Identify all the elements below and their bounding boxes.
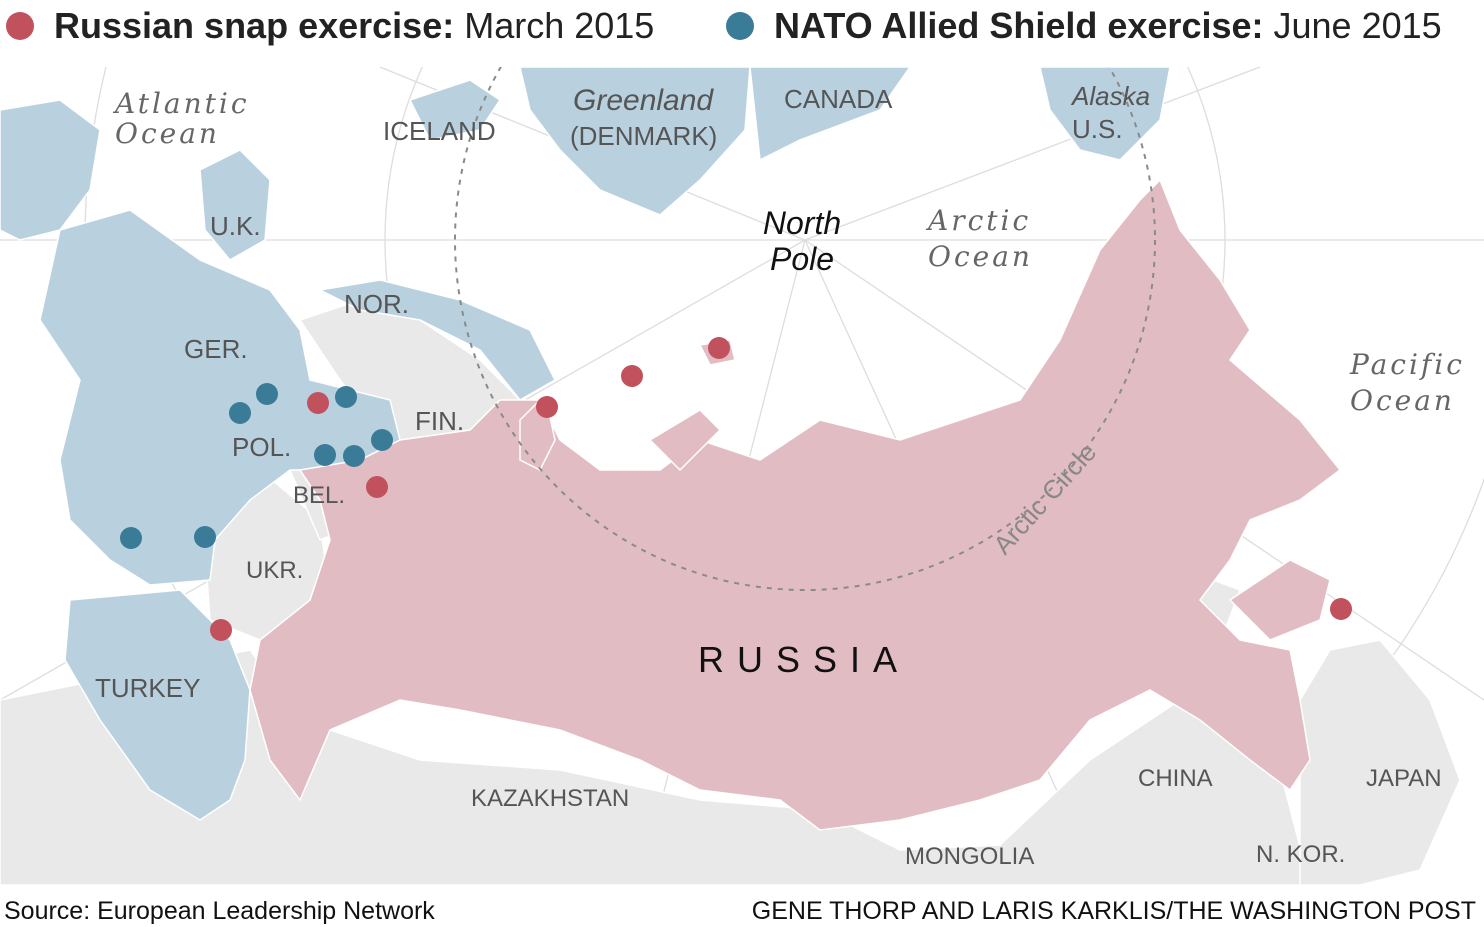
russian-exercise-marker <box>536 396 558 418</box>
legend-russian-date: March 2015 <box>464 5 655 46</box>
russian-exercise-marker <box>210 619 232 641</box>
russian-exercise-marker <box>366 476 388 498</box>
label-north-pole-1: North <box>763 205 841 241</box>
label-finland: FIN. <box>415 406 464 436</box>
russian-exercise-marker <box>307 392 329 414</box>
label-norway: NOR. <box>344 289 409 319</box>
label-pacific-ocean-2: Ocean <box>1350 384 1455 417</box>
legend-nato-title: NATO Allied Shield exercise: <box>774 5 1264 46</box>
label-arctic-ocean-1: Arctic <box>925 204 1031 237</box>
legend-nato-shield: NATO Allied Shield exercise: June 2015 <box>726 6 1442 46</box>
nato-countries <box>0 67 1171 821</box>
nato-exercise-marker <box>343 445 365 467</box>
label-turkey: TURKEY <box>95 673 200 703</box>
label-atlantic-ocean-1: Atlantic <box>112 87 250 120</box>
legend-russian-title: Russian snap exercise: <box>54 5 455 46</box>
russian-exercise-markers <box>210 337 1352 641</box>
nato-exercise-marker <box>314 444 336 466</box>
label-china: CHINA <box>1138 765 1213 792</box>
legend-russian-snap: Russian snap exercise: March 2015 <box>6 6 654 46</box>
label-mongolia: MONGOLIA <box>905 843 1034 870</box>
label-germany: GER. <box>184 334 248 364</box>
label-atlantic-ocean-2: Ocean <box>115 117 220 150</box>
arctic-circle-line <box>454 67 1156 591</box>
label-japan: JAPAN <box>1366 765 1442 792</box>
label-iceland: ICELAND <box>383 116 496 146</box>
credit-line: GENE THORP AND LARIS KARKLIS/THE WASHING… <box>751 897 1476 925</box>
label-north-pole-2: Pole <box>770 241 834 277</box>
label-north-korea: N. KOR. <box>1256 841 1345 868</box>
label-us: U.S. <box>1072 114 1123 144</box>
label-belarus: BEL. <box>293 482 345 509</box>
nato-exercise-marker <box>120 527 142 549</box>
label-uk: U.K. <box>210 211 261 241</box>
legend-nato-date: June 2015 <box>1273 5 1442 46</box>
russian-exercise-marker <box>1330 598 1352 620</box>
label-poland: POL. <box>232 432 291 462</box>
nato-exercise-marker <box>371 429 393 451</box>
nato-exercise-marker <box>335 386 357 408</box>
russian-exercise-dot-icon <box>6 12 34 40</box>
label-denmark: (DENMARK) <box>570 121 717 151</box>
polar-map: Atlantic Ocean ICELAND Greenland (DENMAR… <box>0 67 1484 885</box>
nato-exercise-markers <box>120 383 393 549</box>
label-pacific-ocean-1: Pacific <box>1349 348 1465 381</box>
label-ukraine: UKR. <box>246 557 303 584</box>
label-kazakhstan: KAZAKHSTAN <box>471 785 629 812</box>
label-russia: RUSSIA <box>698 639 910 680</box>
nato-exercise-dot-icon <box>726 12 754 40</box>
label-alaska: Alaska <box>1070 81 1150 111</box>
nato-exercise-marker <box>256 383 278 405</box>
nato-exercise-marker <box>194 526 216 548</box>
label-canada: CANADA <box>784 84 893 114</box>
russia-territory <box>249 178 1342 831</box>
source-note: Source: European Leadership Network <box>4 897 435 925</box>
russian-exercise-marker <box>708 337 730 359</box>
label-greenland: Greenland <box>573 84 714 117</box>
nato-exercise-marker <box>229 402 251 424</box>
label-arctic-ocean-2: Ocean <box>928 240 1033 273</box>
map-legend: Russian snap exercise: March 2015 NATO A… <box>0 0 1484 60</box>
russian-exercise-marker <box>621 365 643 387</box>
